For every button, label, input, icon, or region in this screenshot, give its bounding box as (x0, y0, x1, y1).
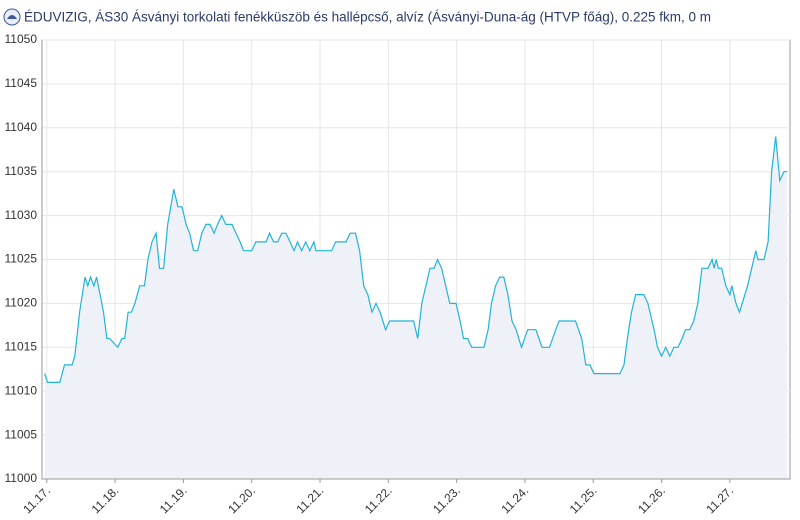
y-tick-label: 11035 (5, 164, 38, 178)
y-tick-label: 11050 (5, 32, 38, 46)
chart-title: ÉDUVIZIG, ÁS30 Ásványi torkolati fenékkü… (24, 10, 711, 25)
x-tick-label: 11.22. (362, 483, 395, 516)
x-tick-label: 11.27. (703, 483, 736, 516)
y-tick-label: 11000 (5, 471, 38, 485)
x-tick-label: 11.25. (567, 483, 600, 516)
y-tick-label: 11005 (5, 427, 38, 441)
line (44, 136, 788, 383)
x-tick-label: 11.21. (294, 483, 327, 516)
y-tick-label: 11045 (5, 76, 38, 90)
x-tick-label: 11.19. (157, 483, 190, 516)
x-tick-label: 11.26. (635, 483, 668, 516)
x-tick-label: 11.17. (20, 483, 53, 516)
y-tick-label: 11025 (5, 252, 38, 266)
x-tick-label: 11.24. (498, 483, 531, 516)
y-tick-label: 11020 (5, 296, 38, 310)
area (44, 136, 788, 479)
y-tick-label: 11040 (5, 120, 38, 134)
x-tick-label: 11.20. (225, 483, 258, 516)
x-tick-label: 11.23. (430, 483, 463, 516)
logo (3, 8, 21, 26)
y-tick-label: 11030 (5, 208, 38, 222)
x-tick-label: 11.18. (89, 483, 122, 516)
y-tick-label: 11015 (5, 339, 38, 353)
y-tick-label: 11010 (5, 383, 38, 397)
